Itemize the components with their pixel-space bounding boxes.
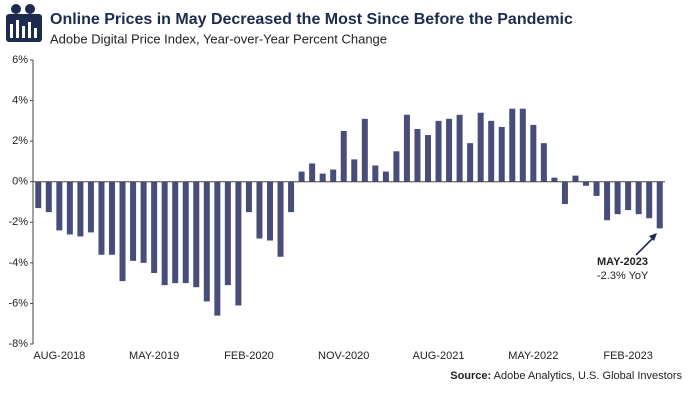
bar <box>477 112 484 182</box>
x-tick-label: AUG-2018 <box>33 350 85 362</box>
bar <box>561 181 568 205</box>
bar <box>66 181 73 235</box>
bar <box>267 181 273 241</box>
bar <box>509 108 516 182</box>
x-tick-label: NOV-2020 <box>318 350 369 362</box>
bar <box>288 181 295 213</box>
bar <box>203 181 210 302</box>
y-tick-label: 2% <box>12 135 28 147</box>
bar <box>235 181 242 306</box>
bar <box>319 173 326 182</box>
bar <box>361 118 368 182</box>
bar <box>467 143 474 182</box>
logo-icon <box>6 4 42 42</box>
bar <box>625 181 632 211</box>
bar <box>245 181 252 213</box>
y-tick-label: 6% <box>12 54 28 66</box>
x-tick-label: AUG-2021 <box>413 350 465 362</box>
bar <box>456 114 463 182</box>
bar <box>277 181 284 257</box>
bar <box>446 118 453 182</box>
bar <box>414 128 421 182</box>
y-tick-label: -8% <box>8 338 28 350</box>
annotation-arrow <box>635 233 657 256</box>
bar <box>351 159 358 182</box>
bar <box>372 165 379 182</box>
x-tick-label: MAY-2019 <box>129 350 179 362</box>
bar <box>604 181 611 221</box>
bar <box>614 181 621 215</box>
chart-subtitle: Adobe Digital Price Index, Year-over-Yea… <box>50 31 387 46</box>
bar <box>551 177 558 182</box>
bar <box>214 181 221 316</box>
bar <box>172 181 179 284</box>
bar <box>193 181 200 288</box>
bar <box>45 181 52 213</box>
y-tick-label: -6% <box>8 297 28 309</box>
bar <box>403 114 410 182</box>
x-tick-label: MAY-2022 <box>508 350 558 362</box>
bar <box>646 181 653 219</box>
source-label: Source: <box>450 370 491 382</box>
chart-title: Online Prices in May Decreased the Most … <box>50 11 573 28</box>
bar <box>530 124 537 182</box>
x-tick-label: FEB-2020 <box>224 350 274 362</box>
bar <box>656 181 663 229</box>
bar <box>435 120 442 182</box>
y-tick-label: -2% <box>8 216 28 228</box>
bar <box>35 181 42 209</box>
bar <box>393 151 400 182</box>
annotation-title: MAY-2023 <box>597 256 648 268</box>
y-tick-label: 0% <box>12 176 28 188</box>
bar <box>98 181 105 255</box>
bar <box>298 171 305 182</box>
bar <box>330 169 337 182</box>
bar <box>519 108 526 182</box>
x-tick-label: FEB-2023 <box>603 350 653 362</box>
bar <box>56 181 63 231</box>
bar <box>182 181 189 284</box>
y-tick-label: -4% <box>8 257 28 269</box>
annotation-text: -2.3% YoY <box>597 270 649 282</box>
source: Source: Adobe Analytics, U.S. Global Inv… <box>450 370 682 382</box>
bar <box>572 175 579 182</box>
bar <box>224 181 231 286</box>
bar <box>161 181 168 286</box>
bar <box>635 181 642 215</box>
bar <box>77 181 84 237</box>
bar <box>140 181 147 263</box>
bar <box>488 120 495 182</box>
source-text: Adobe Analytics, U.S. Global Investors <box>494 370 683 382</box>
bar <box>382 171 389 182</box>
bar <box>593 181 600 196</box>
bar <box>425 135 431 182</box>
bar <box>119 181 126 282</box>
bar <box>151 181 158 273</box>
bar <box>130 181 137 261</box>
bar <box>498 126 505 182</box>
bar <box>109 181 115 255</box>
bar <box>540 143 547 182</box>
bar <box>340 131 347 182</box>
bar <box>256 181 263 239</box>
bar <box>583 181 589 186</box>
y-tick-label: 4% <box>12 94 28 106</box>
bar <box>87 181 94 233</box>
bar <box>309 163 316 182</box>
